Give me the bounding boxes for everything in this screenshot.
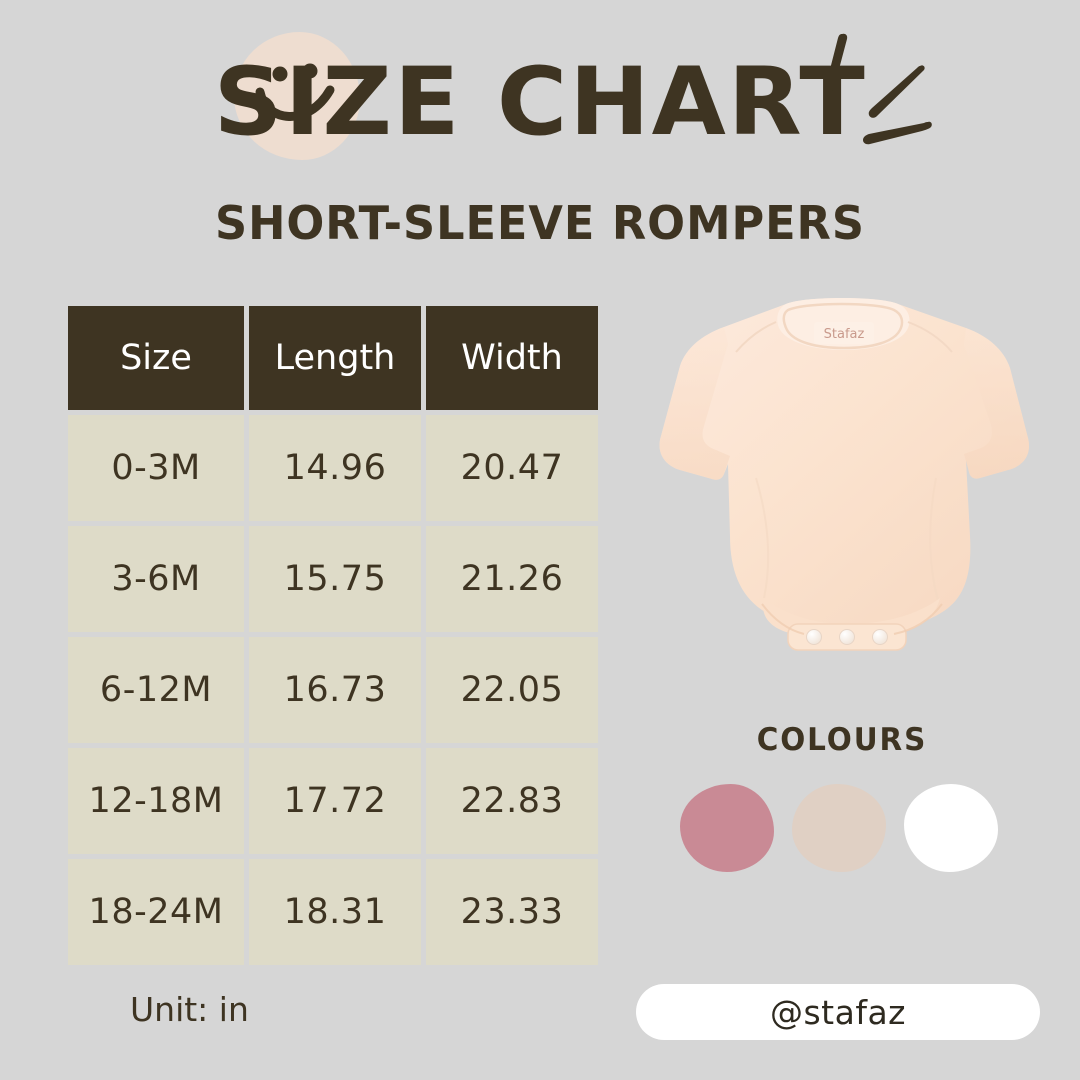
cell-width: 23.33 bbox=[426, 859, 598, 965]
cell-size: 3-6M bbox=[68, 526, 244, 632]
snap-button bbox=[806, 629, 822, 645]
unit-label: Unit: in bbox=[130, 990, 249, 1029]
page-title-row: SIZE CHART bbox=[0, 56, 1080, 150]
colour-swatch-dusty-rose[interactable] bbox=[680, 784, 774, 872]
column-header-length: Length bbox=[249, 306, 421, 410]
neck-label-text: Stafaz bbox=[824, 327, 865, 342]
cell-size: 18-24M bbox=[68, 859, 244, 965]
cell-length: 17.72 bbox=[249, 748, 421, 854]
snap-button bbox=[839, 629, 855, 645]
page-title: SIZE CHART bbox=[213, 48, 867, 157]
brand-handle-text: @stafaz bbox=[769, 992, 906, 1032]
cell-width: 22.83 bbox=[426, 748, 598, 854]
page-subtitle: SHORT-SLEEVE ROMPERS bbox=[214, 196, 865, 250]
table-row: 3-6M 15.75 21.26 bbox=[68, 526, 598, 632]
table-header-row: Size Length Width bbox=[68, 306, 598, 410]
size-chart-table: Size Length Width 0-3M 14.96 20.47 3-6M … bbox=[68, 306, 598, 970]
cell-width: 21.26 bbox=[426, 526, 598, 632]
cell-length: 18.31 bbox=[249, 859, 421, 965]
table-row: 18-24M 18.31 23.33 bbox=[68, 859, 598, 965]
colour-swatch-list bbox=[680, 778, 1020, 878]
colour-swatch-beige[interactable] bbox=[792, 784, 886, 872]
smiley-blob-background bbox=[234, 32, 360, 160]
snap-button bbox=[872, 629, 888, 645]
cell-length: 15.75 bbox=[249, 526, 421, 632]
header-section: SIZE CHART SHORT-SLEEVE ROMPERS bbox=[0, 0, 1080, 285]
cell-length: 16.73 bbox=[249, 637, 421, 743]
smiley-face-icon bbox=[255, 63, 335, 121]
brand-handle-pill[interactable]: @stafaz bbox=[636, 984, 1040, 1040]
table-row: 6-12M 16.73 22.05 bbox=[68, 637, 598, 743]
column-header-width: Width bbox=[426, 306, 598, 410]
colour-swatch-white[interactable] bbox=[904, 784, 998, 872]
colours-heading: COLOURS bbox=[756, 722, 928, 758]
short-sleeve-romper-photo: Stafaz bbox=[659, 298, 1030, 651]
sparkle-burst-icon bbox=[825, 33, 932, 145]
cell-size: 6-12M bbox=[68, 637, 244, 743]
cell-width: 22.05 bbox=[426, 637, 598, 743]
cell-size: 12-18M bbox=[68, 748, 244, 854]
column-header-size: Size bbox=[68, 306, 244, 410]
table-row: 0-3M 14.96 20.47 bbox=[68, 415, 598, 521]
cell-size: 0-3M bbox=[68, 415, 244, 521]
table-row: 12-18M 17.72 22.83 bbox=[68, 748, 598, 854]
cell-length: 14.96 bbox=[249, 415, 421, 521]
cell-width: 20.47 bbox=[426, 415, 598, 521]
